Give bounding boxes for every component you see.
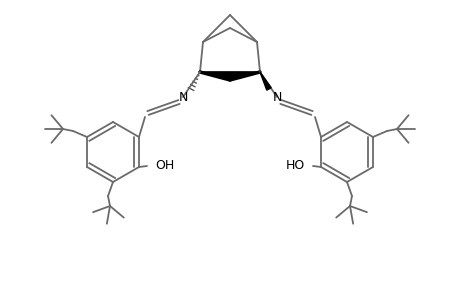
Text: N: N <box>272 91 281 103</box>
Polygon shape <box>259 72 271 90</box>
Text: OH: OH <box>155 158 174 172</box>
Polygon shape <box>200 72 259 80</box>
Text: N: N <box>178 91 187 103</box>
Text: HO: HO <box>285 158 304 172</box>
